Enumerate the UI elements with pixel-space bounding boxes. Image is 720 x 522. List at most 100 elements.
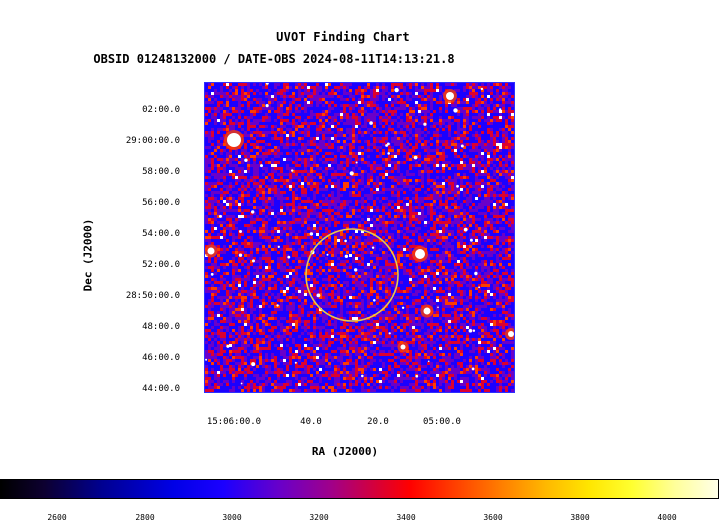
- noise-pixel: [370, 305, 373, 308]
- noise-pixel: [262, 191, 265, 194]
- noise-pixel: [502, 281, 505, 284]
- noise-pixel: [436, 290, 439, 293]
- noise-pixel: [352, 128, 355, 131]
- noise-pixel: [253, 242, 256, 245]
- noise-pixel: [421, 200, 424, 203]
- noise-pixel: [394, 203, 397, 206]
- noise-pixel: [463, 248, 466, 251]
- noise-pixel: [223, 134, 226, 137]
- noise-pixel: [229, 227, 232, 230]
- noise-pixel: [394, 305, 397, 308]
- noise-pixel: [349, 194, 352, 197]
- noise-pixel: [394, 143, 397, 146]
- noise-pixel: [448, 260, 451, 263]
- noise-pixel: [379, 320, 382, 323]
- noise-pixel: [244, 224, 247, 227]
- noise-pixel: [391, 236, 394, 239]
- noise-pixel: [310, 143, 313, 146]
- noise-pixel: [355, 104, 358, 107]
- noise-pixel: [301, 212, 304, 215]
- noise-pixel: [214, 155, 217, 158]
- noise-pixel: [385, 269, 388, 272]
- noise-pixel: [445, 227, 448, 230]
- noise-pixel: [307, 116, 310, 119]
- noise-pixel: [478, 173, 481, 176]
- noise-pixel: [235, 209, 238, 212]
- noise-pixel: [484, 164, 487, 167]
- noise-pixel: [232, 185, 235, 188]
- noise-pixel: [469, 302, 472, 305]
- noise-pixel: [400, 311, 403, 314]
- noise-pixel: [385, 272, 388, 275]
- noise-pixel: [448, 197, 451, 200]
- noise-pixel: [334, 278, 337, 281]
- noise-pixel: [406, 209, 409, 212]
- noise-pixel: [271, 293, 274, 296]
- noise-pixel: [424, 116, 427, 119]
- noise-pixel: [382, 110, 385, 113]
- noise-pixel: [361, 152, 364, 155]
- noise-pixel: [337, 221, 340, 224]
- noise-pixel: [220, 116, 223, 119]
- noise-pixel: [472, 158, 475, 161]
- noise-pixel: [421, 146, 424, 149]
- noise-pixel: [511, 116, 514, 119]
- noise-pixel: [211, 143, 214, 146]
- noise-pixel: [298, 293, 301, 296]
- noise-pixel: [352, 161, 355, 164]
- noise-pixel: [286, 158, 289, 161]
- noise-pixel: [463, 200, 466, 203]
- noise-pixel: [430, 161, 433, 164]
- noise-pixel: [307, 143, 310, 146]
- noise-pixel: [445, 278, 448, 281]
- noise-pixel: [346, 290, 349, 293]
- noise-pixel: [250, 116, 253, 119]
- noise-pixel: [265, 206, 268, 209]
- noise-pixel: [445, 269, 448, 272]
- noise-pixel: [457, 320, 460, 323]
- noise-pixel: [361, 278, 364, 281]
- noise-pixel: [364, 251, 367, 254]
- noise-pixel: [325, 209, 328, 212]
- noise-pixel: [280, 260, 283, 263]
- noise-pixel: [280, 224, 283, 227]
- noise-pixel: [433, 278, 436, 281]
- noise-pixel: [355, 254, 358, 257]
- noise-pixel: [286, 224, 289, 227]
- noise-pixel: [412, 293, 415, 296]
- noise-pixel: [463, 290, 466, 293]
- noise-pixel: [424, 236, 427, 239]
- noise-pixel: [217, 209, 220, 212]
- noise-pixel: [415, 245, 418, 248]
- noise-pixel: [325, 230, 328, 233]
- noise-pixel: [499, 194, 502, 197]
- noise-pixel: [349, 206, 352, 209]
- noise-pixel: [208, 290, 211, 293]
- noise-pixel: [205, 287, 208, 290]
- noise-pixel: [298, 83, 301, 86]
- noise-pixel: [379, 239, 382, 242]
- noise-pixel: [244, 170, 247, 173]
- noise-pixel: [442, 233, 445, 236]
- noise-pixel: [481, 83, 484, 86]
- sky-image[interactable]: [204, 82, 515, 393]
- noise-pixel: [208, 140, 211, 143]
- noise-pixel: [397, 140, 400, 143]
- noise-pixel: [307, 320, 310, 323]
- noise-pixel: [313, 230, 316, 233]
- noise-pixel: [490, 254, 493, 257]
- noise-pixel: [460, 128, 463, 131]
- noise-pixel: [310, 155, 313, 158]
- noise-pixel: [382, 227, 385, 230]
- noise-pixel: [376, 128, 379, 131]
- noise-pixel: [316, 98, 319, 101]
- noise-pixel: [298, 119, 301, 122]
- noise-pixel: [214, 185, 217, 188]
- noise-pixel: [325, 257, 328, 260]
- noise-pixel: [397, 116, 400, 119]
- noise-pixel: [499, 86, 502, 89]
- noise-pixel: [286, 140, 289, 143]
- noise-pixel: [466, 203, 469, 206]
- noise-pixel: [412, 224, 415, 227]
- noise-pixel: [247, 275, 250, 278]
